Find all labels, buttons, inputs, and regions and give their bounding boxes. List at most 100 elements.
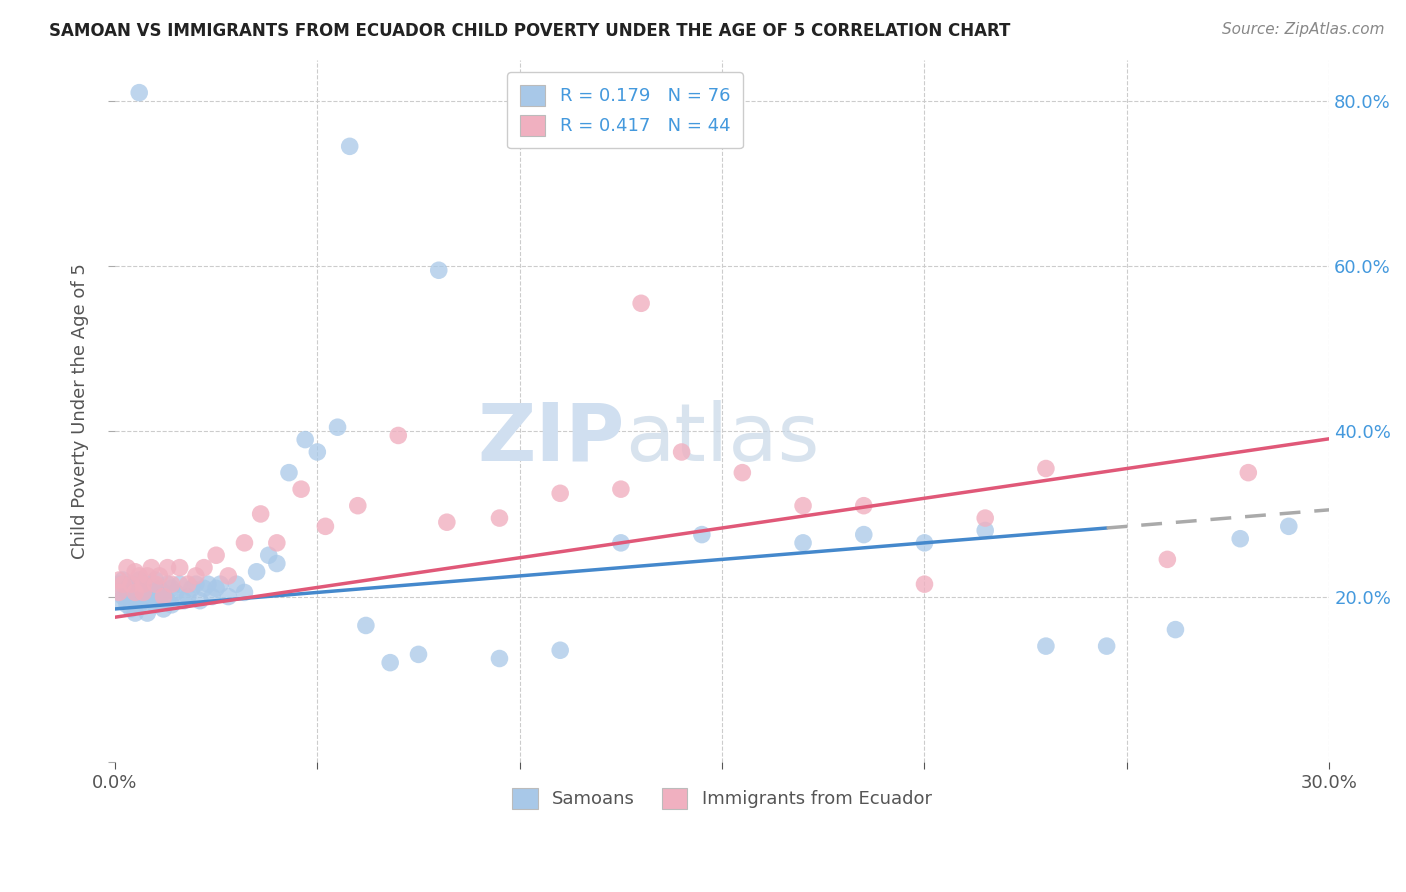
Point [294,433,316,447]
Point [145,598,167,612]
Point [852,527,875,541]
Point [488,651,510,665]
Point [217,569,239,583]
Point [132,590,155,604]
Point [548,486,571,500]
Point [408,648,430,662]
Point [427,263,450,277]
Point [307,445,329,459]
Point [205,548,228,562]
Point [120,602,142,616]
Point [141,577,163,591]
Point [136,582,159,596]
Point [387,428,409,442]
Point [148,582,170,596]
Point [1035,461,1057,475]
Point [914,536,936,550]
Point [112,577,135,591]
Point [184,569,207,583]
Point [246,565,269,579]
Point [112,573,135,587]
Point [266,557,288,571]
Point [233,536,256,550]
Point [120,577,142,591]
Point [120,577,142,591]
Point [115,585,138,599]
Point [108,573,131,587]
Point [630,296,652,310]
Point [115,582,138,596]
Point [184,577,207,591]
Point [128,598,150,612]
Point [1156,552,1178,566]
Point [124,606,146,620]
Point [132,585,155,599]
Text: Source: ZipAtlas.com: Source: ZipAtlas.com [1222,22,1385,37]
Point [136,593,159,607]
Point [339,139,361,153]
Point [136,569,159,583]
Point [132,577,155,591]
Point [160,577,183,591]
Legend: Samoans, Immigrants from Ecuador: Samoans, Immigrants from Ecuador [505,780,939,816]
Point [792,536,814,550]
Point [177,577,200,591]
Point [124,565,146,579]
Point [115,560,138,574]
Point [115,598,138,612]
Point [128,86,150,100]
Y-axis label: Child Poverty Under the Age of 5: Child Poverty Under the Age of 5 [72,263,89,558]
Point [145,577,167,591]
Point [141,585,163,599]
Point [205,582,228,596]
Point [974,511,997,525]
Point [108,577,131,591]
Point [124,585,146,599]
Point [1164,623,1187,637]
Point [132,577,155,591]
Point [1278,519,1301,533]
Point [177,590,200,604]
Point [1035,639,1057,653]
Point [233,585,256,599]
Point [108,593,131,607]
Point [108,585,131,599]
Point [225,577,247,591]
Point [152,602,174,616]
Point [145,590,167,604]
Point [346,499,368,513]
Point [152,590,174,604]
Point [173,593,195,607]
Text: SAMOAN VS IMMIGRANTS FROM ECUADOR CHILD POVERTY UNDER THE AGE OF 5 CORRELATION C: SAMOAN VS IMMIGRANTS FROM ECUADOR CHILD … [49,22,1011,40]
Point [671,445,693,459]
Point [124,577,146,591]
Point [193,582,215,596]
Point [124,593,146,607]
Point [266,536,288,550]
Point [148,569,170,583]
Point [1095,639,1118,653]
Text: ZIP: ZIP [478,400,624,478]
Point [128,573,150,587]
Point [326,420,349,434]
Point [257,548,280,562]
Point [136,606,159,620]
Point [354,618,377,632]
Point [217,590,239,604]
Point [128,585,150,599]
Point [160,598,183,612]
Point [488,511,510,525]
Point [914,577,936,591]
Point [165,585,187,599]
Point [156,593,179,607]
Point [145,573,167,587]
Point [128,569,150,583]
Point [278,466,301,480]
Point [124,582,146,596]
Point [249,507,271,521]
Point [792,499,814,513]
Point [180,582,202,596]
Point [436,515,458,529]
Point [201,590,224,604]
Point [852,499,875,513]
